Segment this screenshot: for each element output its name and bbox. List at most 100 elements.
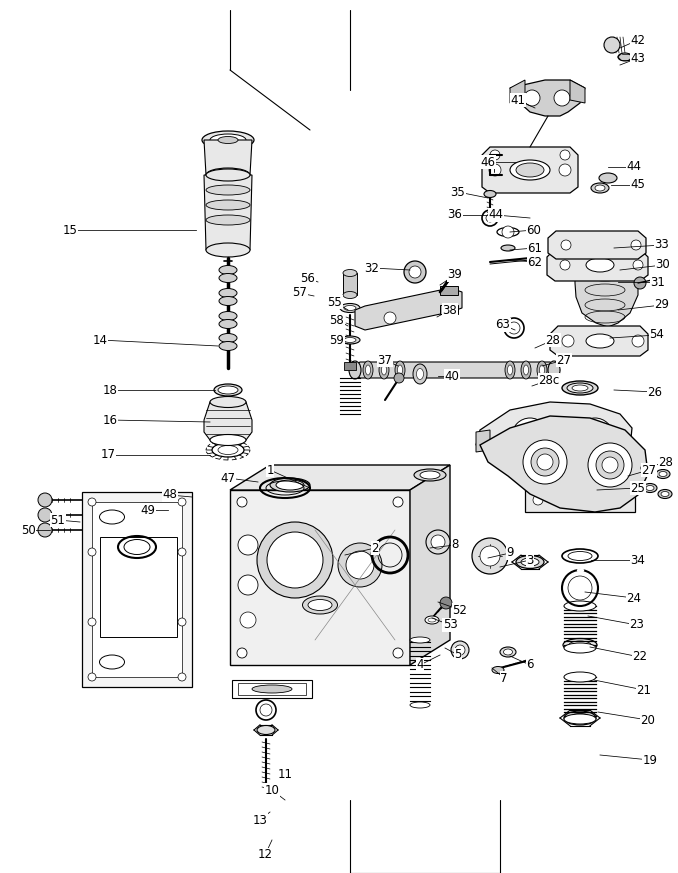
Text: 27: 27: [641, 464, 656, 477]
Ellipse shape: [349, 361, 361, 379]
Circle shape: [588, 443, 632, 487]
Ellipse shape: [521, 558, 539, 566]
Polygon shape: [525, 488, 635, 512]
Text: 1: 1: [266, 464, 274, 477]
Text: 44: 44: [626, 161, 641, 174]
Polygon shape: [547, 249, 648, 281]
Circle shape: [238, 535, 258, 555]
Ellipse shape: [643, 484, 657, 492]
Ellipse shape: [206, 169, 250, 181]
Text: 10: 10: [264, 783, 279, 796]
Text: 52: 52: [452, 603, 467, 616]
Text: 48: 48: [163, 489, 178, 501]
Text: 5: 5: [454, 649, 462, 662]
Bar: [440, 286, 458, 295]
Ellipse shape: [540, 365, 544, 375]
Text: 39: 39: [447, 269, 462, 281]
Ellipse shape: [564, 711, 596, 725]
Text: 53: 53: [443, 618, 458, 631]
Text: 28: 28: [546, 333, 561, 347]
Ellipse shape: [523, 365, 528, 375]
Ellipse shape: [562, 381, 598, 395]
Circle shape: [267, 532, 323, 588]
Ellipse shape: [100, 655, 125, 669]
Polygon shape: [480, 416, 648, 512]
Polygon shape: [350, 362, 560, 378]
Text: 32: 32: [365, 262, 380, 274]
Circle shape: [531, 448, 559, 476]
Text: 20: 20: [641, 713, 656, 726]
Circle shape: [178, 673, 186, 681]
Circle shape: [577, 418, 613, 454]
Ellipse shape: [497, 228, 519, 237]
Ellipse shape: [219, 288, 237, 298]
Ellipse shape: [567, 383, 593, 393]
Circle shape: [409, 266, 421, 278]
Text: 2: 2: [372, 541, 379, 554]
Ellipse shape: [521, 361, 531, 379]
Ellipse shape: [343, 270, 357, 277]
Circle shape: [632, 335, 644, 347]
Circle shape: [178, 548, 186, 556]
Text: 15: 15: [62, 223, 77, 237]
Text: 60: 60: [527, 223, 542, 237]
Circle shape: [38, 523, 52, 537]
Circle shape: [178, 618, 186, 626]
Text: 50: 50: [20, 524, 35, 537]
Ellipse shape: [206, 215, 250, 225]
Text: 55: 55: [327, 295, 342, 308]
Ellipse shape: [252, 685, 292, 693]
Circle shape: [523, 440, 567, 484]
Text: 14: 14: [92, 333, 108, 347]
Ellipse shape: [646, 485, 654, 491]
Polygon shape: [82, 492, 192, 687]
Ellipse shape: [218, 136, 238, 143]
Ellipse shape: [508, 365, 513, 375]
Polygon shape: [204, 402, 252, 440]
Polygon shape: [476, 430, 490, 452]
Circle shape: [431, 535, 445, 549]
Polygon shape: [204, 175, 252, 250]
Ellipse shape: [276, 480, 304, 490]
Text: 45: 45: [631, 178, 645, 191]
Text: 11: 11: [277, 768, 292, 781]
Circle shape: [631, 240, 641, 250]
Ellipse shape: [618, 53, 632, 61]
Ellipse shape: [219, 273, 237, 283]
Ellipse shape: [210, 396, 246, 408]
Ellipse shape: [501, 245, 515, 251]
Ellipse shape: [516, 163, 544, 177]
Ellipse shape: [563, 638, 597, 651]
Ellipse shape: [504, 649, 513, 655]
Ellipse shape: [586, 258, 614, 272]
Circle shape: [560, 260, 570, 270]
Polygon shape: [100, 537, 177, 637]
Circle shape: [472, 538, 508, 574]
Ellipse shape: [219, 333, 237, 342]
Text: 59: 59: [330, 333, 344, 347]
Ellipse shape: [658, 490, 672, 498]
Ellipse shape: [537, 361, 547, 379]
Circle shape: [554, 90, 570, 106]
Ellipse shape: [302, 596, 338, 614]
Circle shape: [88, 548, 96, 556]
Circle shape: [512, 418, 548, 454]
Circle shape: [393, 497, 403, 507]
Circle shape: [38, 508, 52, 522]
Ellipse shape: [641, 464, 655, 472]
Circle shape: [520, 426, 540, 446]
Text: 22: 22: [633, 650, 647, 663]
Polygon shape: [548, 231, 646, 259]
Ellipse shape: [410, 702, 430, 708]
Circle shape: [502, 226, 514, 238]
Ellipse shape: [308, 600, 332, 610]
Polygon shape: [575, 257, 638, 327]
Text: 58: 58: [330, 313, 344, 327]
Text: 28: 28: [658, 456, 673, 469]
Text: 47: 47: [220, 471, 235, 485]
Text: 44: 44: [489, 209, 504, 222]
Ellipse shape: [414, 469, 446, 481]
Circle shape: [617, 495, 627, 505]
Text: 34: 34: [631, 553, 645, 567]
Ellipse shape: [365, 365, 370, 375]
